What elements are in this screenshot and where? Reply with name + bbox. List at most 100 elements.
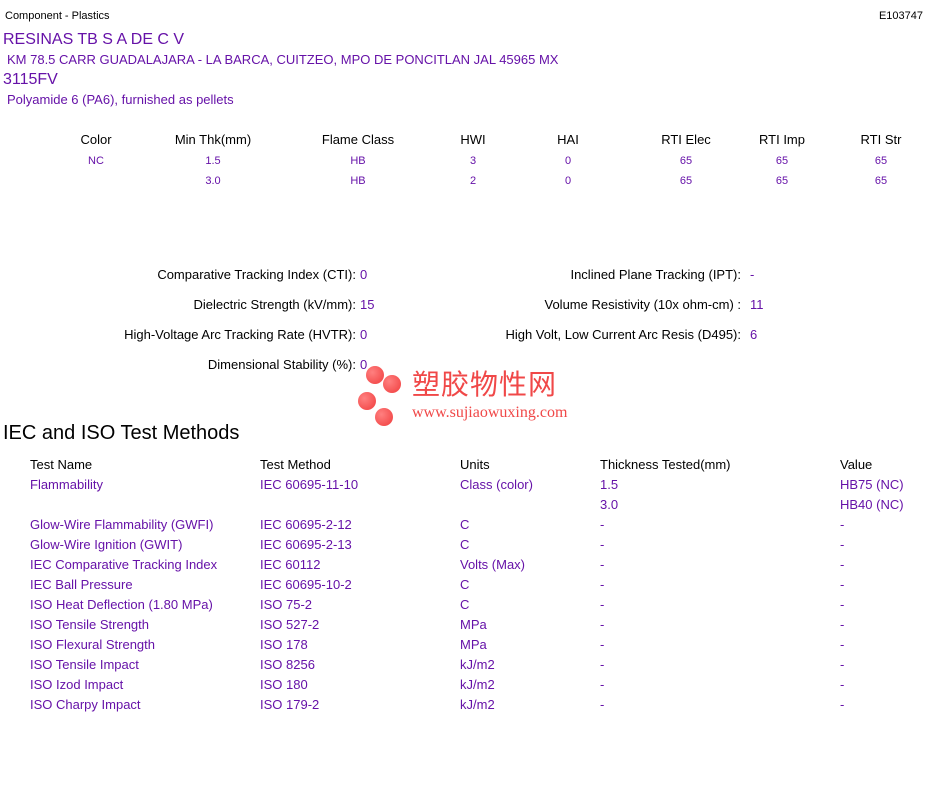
table-cell: C <box>460 517 470 532</box>
table-cell: Class (color) <box>460 477 533 492</box>
test-name: IEC Comparative Tracking Index <box>30 557 218 572</box>
table-cell: 2 <box>469 175 477 187</box>
property-label: Dimensional Stability (%): <box>207 357 356 372</box>
table-cell: 65 <box>775 155 789 167</box>
table-cell: - <box>840 597 845 612</box>
table-cell: MPa <box>460 637 487 652</box>
table-cell: HB40 (NC) <box>840 497 904 512</box>
category-label: Component - Plastics <box>5 10 110 22</box>
table-cell: ISO 178 <box>260 637 308 652</box>
table-cell: HB <box>350 155 366 167</box>
section-title: IEC and ISO Test Methods <box>3 422 240 444</box>
table-cell: 65 <box>679 175 693 187</box>
table-cell: - <box>840 537 845 552</box>
table-cell: 3.0 <box>600 497 619 512</box>
table-cell: IEC 60695-10-2 <box>260 577 352 592</box>
table-cell: C <box>460 577 470 592</box>
test-name: ISO Heat Deflection (1.80 MPa) <box>30 597 213 612</box>
table-cell: - <box>600 637 605 652</box>
property-value: 0 <box>360 267 368 282</box>
company-name: RESINAS TB S A DE C V <box>3 31 185 48</box>
watermark: 塑胶物性网 www.sujiaowuxing.com <box>356 366 596 426</box>
table-cell: - <box>840 657 845 672</box>
property-label: Dielectric Strength (kV/mm): <box>193 297 356 312</box>
table-cell: IEC 60695-11-10 <box>260 477 359 492</box>
watermark-url: www.sujiaowuxing.com <box>412 404 568 421</box>
property-value: - <box>750 267 755 282</box>
table-cell: ISO 179-2 <box>260 697 320 712</box>
table-cell: 65 <box>679 155 693 167</box>
table-cell: 65 <box>775 175 789 187</box>
product-description: Polyamide 6 (PA6), furnished as pellets <box>7 92 234 107</box>
table-cell: HB <box>350 175 366 187</box>
table-cell: - <box>600 577 605 592</box>
test-name: ISO Tensile Strength <box>30 617 149 632</box>
table-cell: IEC 60112 <box>260 557 321 572</box>
column-header: Flame Class <box>321 132 395 147</box>
table-cell: C <box>460 537 470 552</box>
table-cell: Volts (Max) <box>460 557 526 572</box>
column-header: RTI Imp <box>759 132 805 147</box>
table-cell: - <box>600 517 605 532</box>
column-header: HAI <box>557 132 579 147</box>
table-cell: - <box>600 537 605 552</box>
property-value: 15 <box>360 297 375 312</box>
test-name: ISO Tensile Impact <box>30 657 139 672</box>
column-header: Test Name <box>30 457 93 472</box>
table-cell: NC <box>88 155 104 167</box>
property-label: Comparative Tracking Index (CTI): <box>157 267 356 282</box>
watermark-dot-icon <box>375 408 393 426</box>
table-cell: - <box>840 557 845 572</box>
table-cell: - <box>840 577 845 592</box>
table-cell: 3 <box>469 155 477 167</box>
property-label: High Volt, Low Current Arc Resis (D495): <box>505 327 741 342</box>
watermark-dot-icon <box>366 366 384 384</box>
table-cell: ISO 75-2 <box>260 597 313 612</box>
table-cell: - <box>600 677 605 692</box>
property-value: 0 <box>360 327 368 342</box>
test-name: Glow-Wire Ignition (GWIT) <box>30 537 183 552</box>
column-header: Test Method <box>260 457 331 472</box>
test-name: ISO Flexural Strength <box>30 637 155 652</box>
company-address: KM 78.5 CARR GUADALAJARA - LA BARCA, CUI… <box>7 52 559 67</box>
column-header: Min Thk(mm) <box>174 132 252 147</box>
table-cell: MPa <box>460 617 487 632</box>
test-name: Flammability <box>30 477 103 492</box>
column-header: Value <box>840 457 873 472</box>
file-number: E103747 <box>878 10 923 22</box>
test-name: ISO Izod Impact <box>30 677 124 692</box>
table-cell: ISO 180 <box>260 677 308 692</box>
table-cell: - <box>840 517 845 532</box>
table-cell: - <box>600 697 605 712</box>
table-cell: - <box>840 637 845 652</box>
table-cell: IEC 60695-2-13 <box>260 537 352 552</box>
column-header: Color <box>80 132 112 147</box>
table-cell: IEC 60695-2-12 <box>260 517 352 532</box>
table-cell: - <box>600 657 605 672</box>
table-cell: kJ/m2 <box>460 697 495 712</box>
table-cell: 0 <box>564 155 572 167</box>
table-cell: 3.0 <box>205 175 221 187</box>
table-cell: C <box>460 597 470 612</box>
column-header: HWI <box>460 132 486 147</box>
table-cell: - <box>600 557 605 572</box>
table-cell: 0 <box>564 175 572 187</box>
property-label: Volume Resistivity (10x ohm-cm) : <box>544 297 742 312</box>
property-label: High-Voltage Arc Tracking Rate (HVTR): <box>124 327 356 342</box>
property-value: 0 <box>360 357 368 372</box>
column-header: Thickness Tested(mm) <box>600 457 731 472</box>
table-cell: ISO 8256 <box>260 657 315 672</box>
product-grade: 3115FV <box>3 71 58 88</box>
table-cell: 1.5 <box>600 477 619 492</box>
table-cell: kJ/m2 <box>460 677 495 692</box>
table-cell: HB75 (NC) <box>840 477 904 492</box>
table-cell: - <box>840 617 845 632</box>
table-cell: 65 <box>874 175 888 187</box>
table-cell: - <box>600 597 605 612</box>
column-header: Units <box>460 457 490 472</box>
table-cell: 1.5 <box>205 155 221 167</box>
table-cell: - <box>840 677 845 692</box>
property-value: 11 <box>750 297 764 312</box>
table-cell: kJ/m2 <box>460 657 495 672</box>
table-cell: 65 <box>874 155 888 167</box>
